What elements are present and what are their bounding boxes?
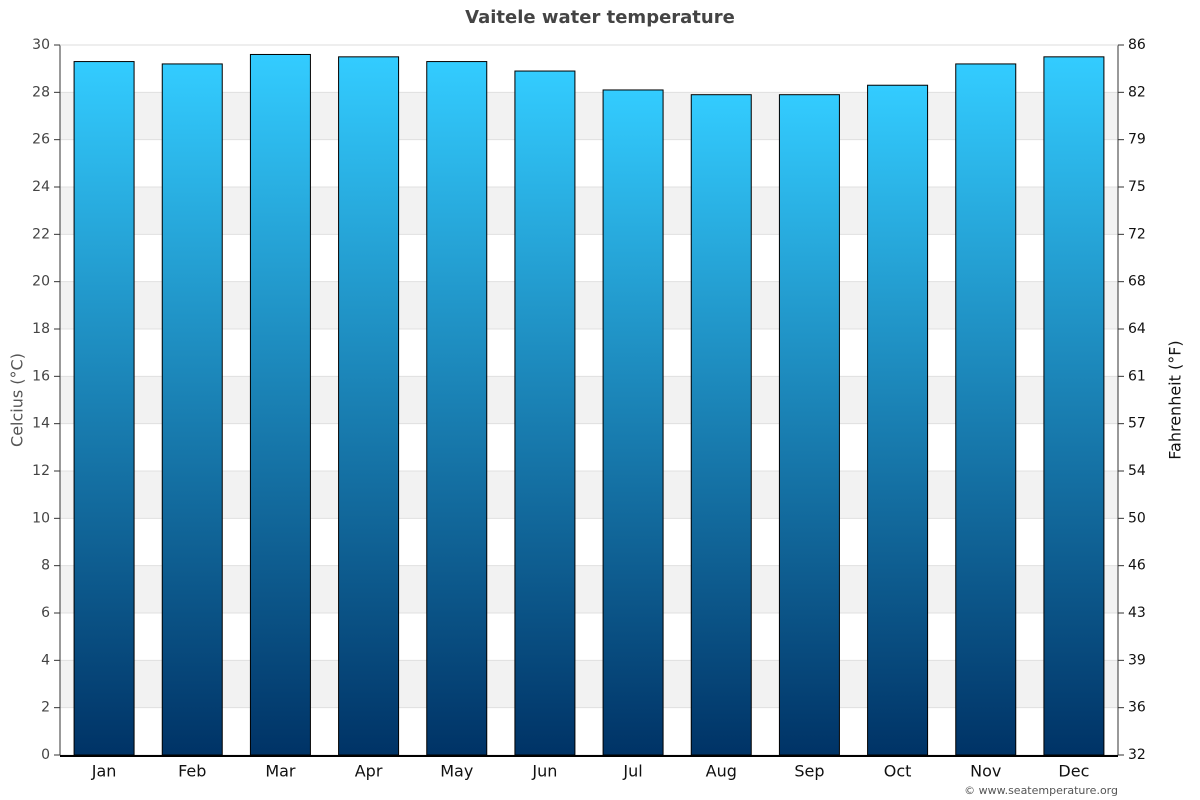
grid-band: [60, 376, 1118, 424]
bar: [602, 89, 664, 756]
y2-tick-label: 46: [1128, 558, 1146, 574]
bar: [73, 61, 135, 756]
bar: [161, 63, 223, 756]
bar: [514, 70, 576, 756]
grid-band: [60, 565, 1118, 613]
bar: [778, 94, 840, 756]
y2-tick-label: 64: [1128, 321, 1146, 337]
bar: [249, 53, 311, 756]
y2-tick-label: 86: [1128, 37, 1146, 53]
y2-tick-label: 61: [1128, 368, 1146, 384]
y-tick-label: 8: [41, 558, 50, 574]
x-tick-label: Jun: [531, 762, 557, 781]
y-tick-label: 24: [32, 179, 50, 195]
x-tick-label: Sep: [794, 762, 824, 781]
grid-band: [60, 471, 1118, 519]
y-tick-label: 18: [32, 321, 50, 337]
x-tick-label: Dec: [1058, 762, 1089, 781]
y-tick-label: 6: [41, 605, 50, 621]
y-tick-label: 22: [32, 226, 50, 242]
y2-axis-label: Fahrenheit (°F): [1166, 340, 1185, 459]
bar: [867, 84, 929, 756]
y2-tick-label: 75: [1128, 179, 1146, 195]
bar: [426, 61, 488, 756]
y-tick-label: 4: [41, 652, 50, 668]
y-tick-label: 2: [41, 700, 50, 716]
y2-tick-label: 39: [1128, 652, 1146, 668]
bar: [338, 56, 400, 756]
y-tick-label: 16: [32, 368, 50, 384]
y2-tick-label: 79: [1128, 132, 1146, 148]
x-tick-label: Oct: [884, 762, 912, 781]
y2-tick-label: 36: [1128, 700, 1146, 716]
y-tick-label: 14: [32, 416, 50, 432]
x-tick-label: Feb: [178, 762, 206, 781]
x-tick-label: May: [440, 762, 473, 781]
y-tick-label: 0: [41, 747, 50, 763]
credit: © www.seatemperature.org: [964, 784, 1118, 797]
y-tick-label: 12: [32, 463, 50, 479]
y2-tick-label: 54: [1128, 463, 1146, 479]
y-tick-label: 20: [32, 274, 50, 290]
grid-band: [60, 92, 1118, 140]
y2-tick-label: 68: [1128, 274, 1146, 290]
x-tick-label: Nov: [970, 762, 1001, 781]
y2-tick-label: 43: [1128, 605, 1146, 621]
y2-tick-label: 72: [1128, 226, 1146, 242]
y-tick-label: 10: [32, 510, 50, 526]
grid-band: [60, 660, 1118, 708]
grid-band: [60, 187, 1118, 235]
bar: [690, 94, 752, 756]
grid-band: [60, 281, 1118, 329]
y-axis-label: Celcius (°C): [8, 353, 27, 447]
y-tick-label: 28: [32, 84, 50, 100]
x-tick-label: Aug: [706, 762, 737, 781]
x-tick-label: Apr: [355, 762, 383, 781]
x-tick-label: Mar: [265, 762, 296, 781]
y2-tick-label: 82: [1128, 84, 1146, 100]
y-tick-label: 26: [32, 132, 50, 148]
y2-tick-label: 32: [1128, 747, 1146, 763]
y-tick-label: 30: [32, 37, 50, 53]
bar: [955, 63, 1017, 756]
x-tick-label: Jul: [622, 762, 642, 781]
y2-tick-label: 57: [1128, 416, 1146, 432]
y2-tick-label: 50: [1128, 510, 1146, 526]
x-tick-label: Jan: [91, 762, 117, 781]
bar: [1043, 56, 1105, 756]
chart-title: Vaitele water temperature: [465, 7, 735, 28]
